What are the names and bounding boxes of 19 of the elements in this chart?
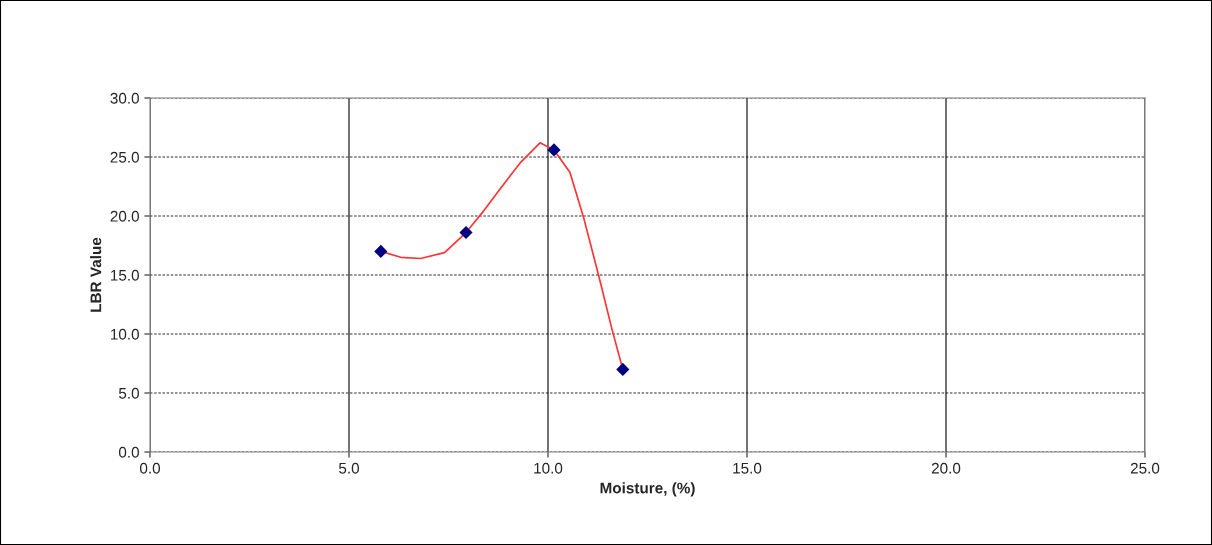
point: [374, 244, 388, 258]
x-tick-label: 20.0: [931, 462, 961, 474]
point: [616, 362, 630, 376]
y-tick-label: 25.0: [110, 151, 139, 163]
x-tick-label: 15.0: [733, 462, 762, 474]
x-tick-label: 10.0: [534, 462, 563, 474]
y-tick-label: 15.0: [111, 269, 139, 281]
point: [547, 143, 561, 157]
y-tick-label: 0.0: [118, 446, 139, 458]
x-tick-label: 5.0: [338, 462, 360, 474]
x-tick-label: 25.0: [1130, 462, 1160, 474]
y-tick-label: 5.0: [118, 387, 139, 399]
y-tick-label: 30.0: [110, 92, 139, 104]
y-tick-label: 10.0: [111, 328, 139, 340]
y-tick-label: 20.0: [110, 210, 139, 222]
x-tick-label: 0.0: [139, 462, 161, 474]
point: [459, 225, 473, 240]
x-axis-title: Moisture, (%): [600, 482, 695, 497]
y-axis-title: LBR Value: [90, 237, 102, 312]
